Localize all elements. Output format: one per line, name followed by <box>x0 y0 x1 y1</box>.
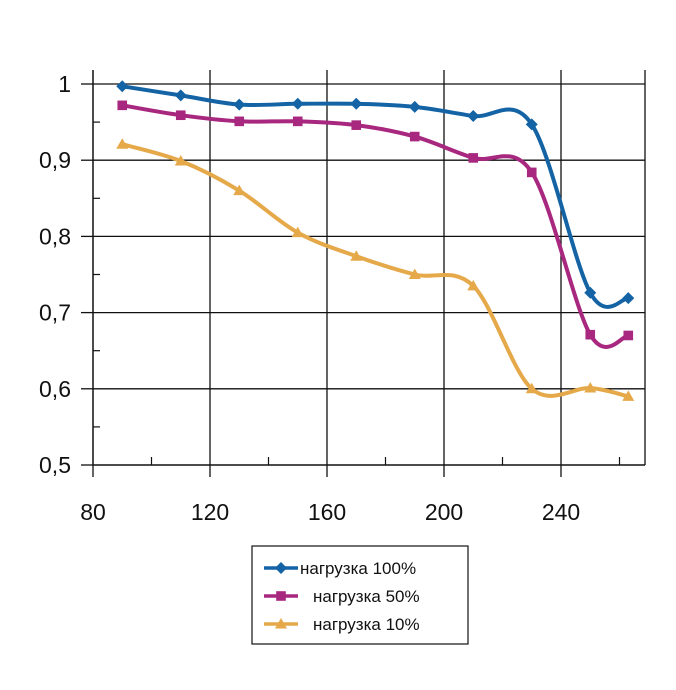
data-point <box>233 98 246 111</box>
data-point <box>468 153 479 163</box>
data-point <box>117 100 128 111</box>
data-point <box>526 167 537 178</box>
data-point <box>175 110 186 121</box>
series-3 <box>116 138 635 401</box>
legend-label: нагрузка 10% <box>313 615 420 634</box>
x-tick-label: 200 <box>425 499 463 525</box>
series-line <box>120 142 631 399</box>
data-point <box>622 292 635 305</box>
legend-label: нагрузка 100% <box>300 559 416 578</box>
y-tick-label: 0,5 <box>39 452 71 478</box>
grid <box>93 70 645 465</box>
data-point <box>525 382 538 394</box>
data-point <box>623 330 634 341</box>
data-point <box>292 116 303 127</box>
legend-marker <box>276 591 286 601</box>
legend-marker <box>275 618 287 629</box>
data-point <box>467 110 480 123</box>
series-line <box>120 103 631 349</box>
data-point <box>525 118 538 131</box>
data-point <box>409 131 420 142</box>
data-point <box>234 116 245 127</box>
data-point <box>408 268 421 279</box>
y-tick-label: 1 <box>58 71 71 97</box>
axes <box>81 70 646 477</box>
x-tick-label: 240 <box>542 499 580 525</box>
legend: нагрузка 100% нагрузка 50% нагрузка 10% <box>251 545 469 645</box>
data-point <box>116 80 129 93</box>
y-tick-label: 0,8 <box>39 223 71 249</box>
data-point <box>622 390 635 401</box>
data-point <box>584 382 597 393</box>
legend-marker <box>275 562 287 574</box>
legend-label: нагрузка 50% <box>313 587 420 606</box>
y-tick-label: 0,9 <box>39 147 71 173</box>
y-tick-label: 0,7 <box>39 300 71 326</box>
data-point <box>584 286 597 299</box>
series-group <box>116 80 635 401</box>
y-tick-label: 0,6 <box>39 376 71 402</box>
series-1 <box>116 80 635 309</box>
data-point <box>116 138 129 149</box>
data-point <box>174 154 187 166</box>
data-point <box>291 97 304 110</box>
x-tick-label: 120 <box>191 499 229 525</box>
data-point <box>233 184 246 196</box>
x-tick-label: 160 <box>308 499 346 525</box>
data-point <box>291 226 304 238</box>
data-point <box>351 120 362 130</box>
data-point <box>350 250 363 261</box>
data-point <box>174 89 187 102</box>
data-point <box>408 100 421 113</box>
data-point <box>350 97 363 110</box>
data-point <box>585 329 596 340</box>
data-point <box>467 279 480 291</box>
series-2 <box>117 100 634 349</box>
x-tick-label: 80 <box>80 499 106 525</box>
tick-labels: 0,5 0,6 0,7 0,8 0,9 1 80 120 160 200 240 <box>39 71 580 525</box>
